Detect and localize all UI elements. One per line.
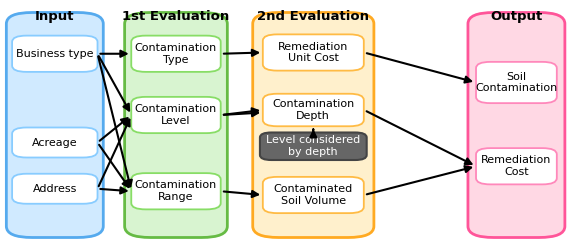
FancyBboxPatch shape [476,62,557,103]
FancyBboxPatch shape [131,97,220,133]
Text: Level considered
by depth: Level considered by depth [266,136,361,157]
Text: Remediation
Unit Cost: Remediation Unit Cost [278,42,349,63]
Text: Input: Input [35,10,74,23]
Text: 2nd Evaluation: 2nd Evaluation [257,10,369,23]
Text: Contamination
Depth: Contamination Depth [272,99,354,121]
Text: Contamination
Type: Contamination Type [135,43,217,64]
Text: Output: Output [490,10,542,23]
FancyBboxPatch shape [125,12,227,237]
FancyBboxPatch shape [131,36,220,72]
FancyBboxPatch shape [476,148,557,184]
FancyBboxPatch shape [263,177,364,213]
FancyBboxPatch shape [263,34,364,70]
FancyBboxPatch shape [12,174,98,204]
FancyBboxPatch shape [12,36,98,72]
FancyBboxPatch shape [253,12,374,237]
Text: Remediation
Cost: Remediation Cost [481,156,552,177]
Text: Contamination
Range: Contamination Range [135,180,217,202]
Text: Address: Address [33,184,77,194]
FancyBboxPatch shape [263,94,364,126]
FancyBboxPatch shape [260,132,367,160]
Text: Contamination
Level: Contamination Level [135,104,217,126]
Text: Business type: Business type [16,49,93,59]
FancyBboxPatch shape [468,12,565,237]
FancyBboxPatch shape [6,12,103,237]
Text: Acreage: Acreage [32,138,78,147]
FancyBboxPatch shape [131,173,220,210]
Text: 1st Evaluation: 1st Evaluation [122,10,230,23]
Text: Contaminated
Soil Volume: Contaminated Soil Volume [273,184,353,206]
FancyBboxPatch shape [12,128,98,158]
Text: Soil
Contamination: Soil Contamination [475,72,557,93]
